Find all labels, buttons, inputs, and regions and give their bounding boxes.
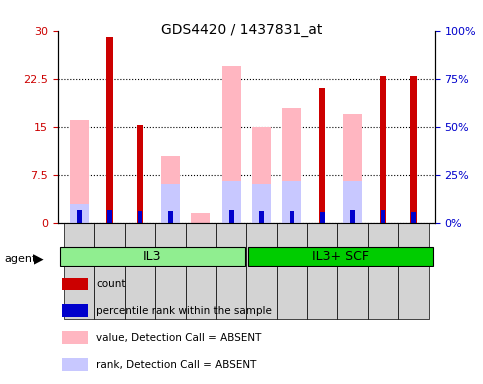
Text: IL3+ SCF: IL3+ SCF — [312, 250, 369, 263]
Bar — [70, 120, 89, 223]
Bar — [259, 211, 264, 223]
Bar — [168, 211, 173, 223]
Bar — [229, 210, 234, 223]
Bar — [62, 278, 88, 290]
FancyBboxPatch shape — [94, 223, 125, 319]
FancyBboxPatch shape — [125, 223, 155, 319]
Bar — [381, 210, 385, 223]
Bar — [320, 212, 325, 223]
FancyBboxPatch shape — [368, 223, 398, 319]
FancyBboxPatch shape — [338, 223, 368, 319]
Text: ▶: ▶ — [34, 253, 43, 266]
Bar — [222, 66, 241, 223]
Bar — [222, 181, 241, 223]
Bar — [350, 210, 355, 223]
FancyBboxPatch shape — [248, 247, 433, 266]
FancyBboxPatch shape — [64, 223, 94, 319]
Bar — [252, 127, 271, 223]
FancyBboxPatch shape — [277, 223, 307, 319]
Text: value, Detection Call = ABSENT: value, Detection Call = ABSENT — [96, 333, 262, 343]
FancyBboxPatch shape — [398, 223, 428, 319]
Bar — [252, 184, 271, 223]
Bar — [106, 37, 113, 223]
FancyBboxPatch shape — [246, 223, 277, 319]
Text: rank, Detection Call = ABSENT: rank, Detection Call = ABSENT — [96, 360, 256, 370]
Bar — [62, 305, 88, 317]
Text: count: count — [96, 279, 126, 289]
Bar — [161, 156, 180, 223]
Bar — [107, 210, 112, 223]
Bar — [62, 358, 88, 371]
Bar — [411, 212, 416, 223]
Text: percentile rank within the sample: percentile rank within the sample — [96, 306, 272, 316]
FancyBboxPatch shape — [216, 223, 246, 319]
Bar — [70, 204, 89, 223]
Text: agent: agent — [5, 254, 37, 264]
Bar — [289, 211, 294, 223]
FancyBboxPatch shape — [155, 223, 185, 319]
FancyBboxPatch shape — [307, 223, 338, 319]
Bar — [77, 210, 82, 223]
Bar — [343, 181, 362, 223]
Bar — [191, 213, 210, 223]
Bar — [138, 211, 142, 223]
Text: GDS4420 / 1437831_at: GDS4420 / 1437831_at — [161, 23, 322, 37]
Bar — [283, 181, 301, 223]
Bar — [343, 114, 362, 223]
Text: IL3: IL3 — [143, 250, 161, 263]
Bar — [410, 76, 417, 223]
Bar — [283, 108, 301, 223]
Bar — [380, 76, 386, 223]
Bar — [319, 88, 326, 223]
FancyBboxPatch shape — [59, 247, 245, 266]
Bar — [62, 331, 88, 344]
FancyBboxPatch shape — [185, 223, 216, 319]
Bar — [161, 184, 180, 223]
Bar — [137, 126, 143, 223]
